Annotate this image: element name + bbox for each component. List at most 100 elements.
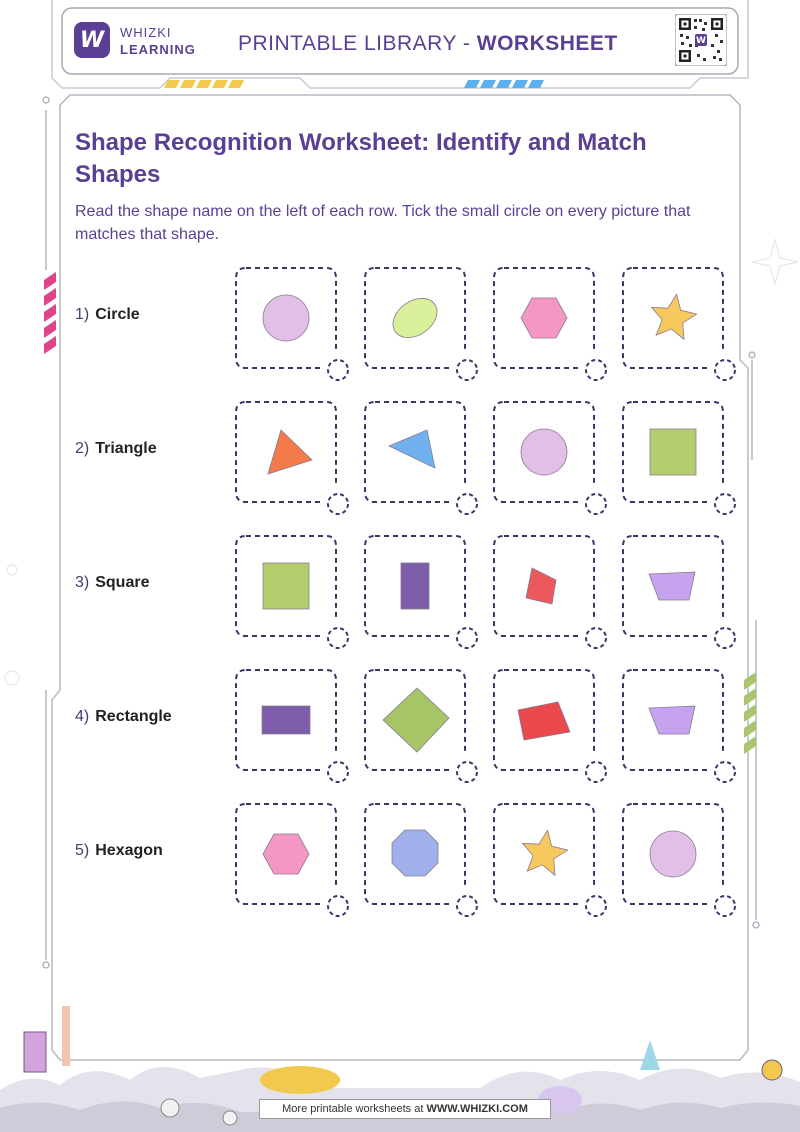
row-label: 3) Square [75,574,149,592]
shape-card[interactable] [622,535,736,649]
shape-card[interactable] [622,267,736,381]
square-icon [622,401,736,515]
side-stripes-pink [44,272,56,354]
footer-link[interactable]: WWW.WHIZKI.COM [426,1103,528,1115]
tick-circle[interactable] [456,761,478,783]
row-number: 1) [75,306,90,323]
row-number: 4) [75,708,90,725]
row-number: 3) [75,574,90,591]
logo-wordmark[interactable]: WHIZKI LEARNING [120,24,196,58]
octagon-shape [391,829,439,877]
logo-icon[interactable]: W [74,22,110,58]
triangle-tilted-icon [364,401,478,515]
circle-shape [649,830,697,878]
shape-card[interactable] [622,401,736,515]
square-icon [235,535,349,649]
circle-icon [235,267,349,381]
ellipse-shape [392,298,438,338]
shape-card[interactable] [493,267,607,381]
star-icon [493,803,607,917]
tick-circle[interactable] [585,493,607,515]
hexagon-icon [235,803,349,917]
hexagon-shape [520,297,568,339]
shape-card[interactable] [364,267,478,381]
trapezoid-icon [622,535,736,649]
trapezoid-icon [622,669,736,783]
circle-icon [493,401,607,515]
logo-line1: WHIZKI [120,25,172,40]
shape-card[interactable] [235,803,349,917]
row-shape-name: Hexagon [95,842,163,859]
row-label: 2) Triangle [75,440,157,458]
shape-card[interactable] [364,401,478,515]
star-icon [622,267,736,381]
header-title: PRINTABLE LIBRARY - WORKSHEET [238,32,618,56]
tick-circle[interactable] [585,359,607,381]
rectangle-tall-icon [364,535,478,649]
tick-circle[interactable] [585,627,607,649]
tick-circle[interactable] [585,895,607,917]
rectangle-icon [235,669,349,783]
tick-circle[interactable] [456,359,478,381]
tick-circle[interactable] [714,493,736,515]
shape-card[interactable] [493,803,607,917]
tick-circle[interactable] [327,359,349,381]
trapezoid-shape [648,571,696,601]
parallelogram-icon [493,669,607,783]
worksheet-instructions: Read the shape name on the left of each … [75,203,691,243]
tick-circle[interactable] [327,761,349,783]
circle-shape [262,294,310,342]
header-title-prefix: PRINTABLE LIBRARY - [238,32,477,55]
tick-circle[interactable] [585,761,607,783]
tick-circle[interactable] [327,627,349,649]
tick-circle[interactable] [714,359,736,381]
shape-card[interactable] [622,669,736,783]
tick-circle[interactable] [456,493,478,515]
shape-card[interactable] [235,401,349,515]
shape-card[interactable] [235,267,349,381]
tick-circle[interactable] [456,627,478,649]
tick-circle[interactable] [714,761,736,783]
row-label: 5) Hexagon [75,842,163,860]
octagon-icon [364,803,478,917]
tick-circle[interactable] [327,895,349,917]
row-number: 2) [75,440,90,457]
tick-circle[interactable] [327,493,349,515]
tick-circle[interactable] [456,895,478,917]
shape-card[interactable] [364,803,478,917]
shape-card[interactable] [493,401,607,515]
shape-card[interactable] [493,669,607,783]
quadrilateral-icon [493,535,607,649]
shape-card[interactable] [493,535,607,649]
diamond-shape [382,687,450,753]
ellipse-icon [364,267,478,381]
square-shape [262,562,310,610]
shape-card[interactable] [235,669,349,783]
footer-banner[interactable]: More printable worksheets at WWW.WHIZKI.… [259,1099,551,1119]
tick-circle[interactable] [714,627,736,649]
star-shape [650,293,698,341]
qr-code-icon[interactable]: W [675,14,727,66]
shape-card[interactable] [364,669,478,783]
shape-card[interactable] [235,535,349,649]
row-label: 1) Circle [75,306,140,324]
parallelogram-shape [517,701,571,741]
triangle-shape [267,429,313,475]
star-shape [521,829,569,877]
row-shape-name: Rectangle [95,708,172,725]
rectangle-tall-shape [400,562,430,610]
svg-text:W: W [696,36,706,46]
header-stripes-yellow [164,80,244,88]
header-title-bold: WORKSHEET [476,32,618,55]
row-label: 4) Rectangle [75,708,172,726]
rectangle-shape [261,705,311,735]
header-stripes-blue [464,80,544,88]
shape-card[interactable] [364,535,478,649]
tick-circle[interactable] [714,895,736,917]
shape-card[interactable] [622,803,736,917]
circle-icon [622,803,736,917]
row-number: 5) [75,842,90,859]
hexagon-shape [262,833,310,875]
circle-shape [520,428,568,476]
